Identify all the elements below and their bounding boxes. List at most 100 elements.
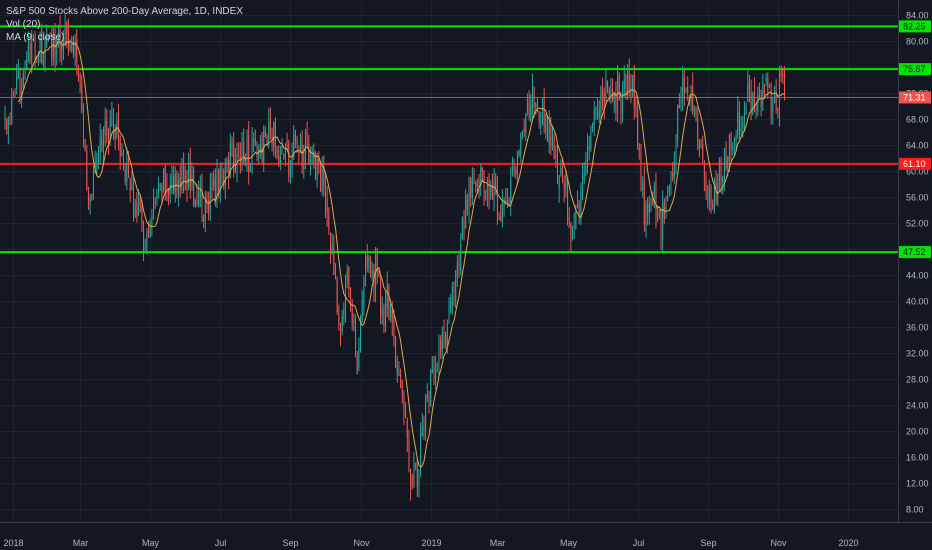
candle-down: [133, 177, 135, 222]
candle-down: [406, 417, 408, 453]
candle-body: [164, 166, 166, 191]
candle-body: [777, 107, 779, 111]
candle-down: [29, 39, 31, 64]
candle-body: [254, 139, 256, 144]
candle-down: [301, 130, 303, 174]
candle-down: [228, 152, 230, 190]
candle-up: [27, 31, 29, 63]
candle-up: [558, 174, 560, 203]
candle-body: [129, 181, 131, 191]
candle-up: [693, 105, 695, 118]
candle-up: [707, 184, 709, 209]
candle-up: [673, 151, 675, 184]
candle-down: [173, 165, 175, 195]
candle-body: [678, 105, 680, 108]
candle-body: [430, 370, 432, 406]
candle-body: [426, 395, 428, 399]
candle-up: [722, 175, 724, 195]
candle-down: [238, 141, 240, 159]
candle-up: [450, 293, 452, 314]
candle-body: [226, 162, 228, 165]
candle-body: [84, 139, 86, 150]
candle-up: [99, 123, 101, 165]
candle-down: [350, 287, 352, 313]
candle-up: [545, 113, 547, 140]
candle-up: [503, 197, 505, 217]
candle-body: [16, 75, 18, 90]
candle-body: [246, 138, 248, 164]
chart-title: S&P 500 Stocks Above 200-Day Average, 1D…: [6, 6, 243, 17]
price-axis[interactable]: 8.00 12.00 16.00 20.00 24.00 28.00 32.00 36.00 4…: [898, 0, 932, 550]
candle-up: [188, 153, 190, 191]
candle-body: [109, 117, 111, 143]
candle-up: [346, 264, 348, 289]
candle-up: [490, 180, 492, 200]
candle-down: [141, 199, 143, 232]
candle-down: [19, 67, 21, 105]
candle-body: [323, 166, 325, 187]
volume-indicator-label[interactable]: Vol (20): [6, 19, 41, 30]
candle-up: [4, 105, 6, 130]
x-tick-label: Nov: [770, 538, 787, 548]
candle-body: [91, 197, 93, 199]
candle-body: [658, 212, 660, 215]
candle-body: [765, 77, 767, 82]
candle-body: [585, 165, 587, 176]
candle-body: [670, 176, 672, 190]
candle-body: [119, 136, 121, 157]
candle-body: [425, 397, 427, 431]
candle-down: [453, 281, 455, 307]
last-price-label: 71.31: [899, 91, 931, 104]
candle-body: [218, 169, 220, 195]
candle-body: [635, 105, 637, 112]
candle-body: [657, 215, 659, 217]
candle-body: [588, 146, 590, 150]
candle-up: [31, 29, 33, 74]
time-axis[interactable]: 2018 Mar May Jul Sep Nov 2019 Mar May Jul Sep Nov 20…: [0, 522, 932, 549]
candle-body: [306, 131, 308, 142]
candle-down: [470, 176, 472, 207]
candle-body: [662, 204, 664, 240]
candle-body: [309, 159, 311, 163]
candle-down: [256, 141, 258, 162]
candle-body: [139, 200, 141, 207]
candle-body: [481, 167, 483, 172]
candle-body: [500, 216, 502, 221]
candle-up: [717, 173, 719, 207]
candle-up: [737, 96, 739, 139]
candle-body: [144, 247, 146, 250]
candle-up: [149, 218, 151, 238]
candle-down: [189, 147, 191, 199]
candle-body: [385, 303, 387, 328]
candle-down: [466, 193, 468, 216]
candle-body: [516, 152, 518, 178]
candle-up: [7, 116, 9, 145]
candle-body: [478, 180, 480, 186]
candle-body: [421, 426, 423, 437]
candle-body: [435, 364, 437, 379]
moving-average-label[interactable]: MA (9, close): [6, 32, 65, 43]
candle-body: [540, 120, 542, 122]
candle-up: [623, 65, 625, 97]
candle-up: [174, 166, 176, 203]
candle-body: [381, 309, 383, 315]
candle-body: [208, 200, 210, 211]
level-label-text: 61.10: [903, 159, 926, 169]
candle-down: [618, 72, 620, 101]
candle-body: [465, 195, 467, 229]
candle-up: [131, 170, 133, 191]
candle-down: [568, 206, 570, 228]
candle-body: [126, 161, 128, 182]
candle-up: [163, 168, 165, 193]
candle-body: [114, 129, 116, 139]
candle-down: [712, 199, 714, 210]
candle-body: [700, 143, 702, 149]
candle-up: [345, 274, 347, 323]
candle-body: [730, 132, 732, 150]
candle-body: [677, 105, 679, 140]
candle-body: [24, 68, 26, 71]
candle-down: [87, 186, 89, 210]
candle-body: [438, 337, 440, 365]
candle-body: [450, 302, 452, 312]
